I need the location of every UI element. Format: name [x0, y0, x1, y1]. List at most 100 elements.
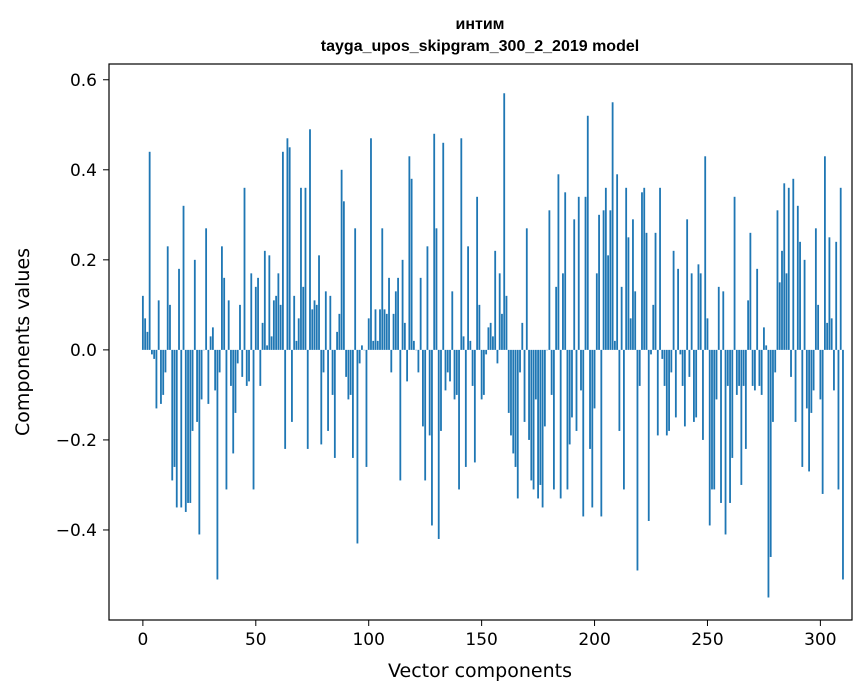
bar-247: [699, 273, 702, 350]
bar-54: [263, 250, 266, 350]
bar-310: [842, 349, 844, 580]
bar-257: [722, 291, 725, 350]
bar-119: [410, 178, 413, 350]
bar-176: [539, 349, 542, 485]
bar-151: [482, 349, 485, 395]
y-tick-label: −0.4: [56, 521, 97, 541]
bar-2: [146, 331, 149, 350]
bar-287: [790, 349, 792, 377]
bar-198: [589, 349, 591, 449]
bar-102: [372, 340, 375, 350]
bar-48: [250, 273, 253, 350]
bar-293: [803, 259, 806, 350]
bar-239: [681, 349, 684, 386]
bar-0: [141, 295, 144, 350]
bar-109: [388, 277, 390, 350]
bar-65: [288, 147, 291, 350]
bar-286: [787, 187, 790, 350]
bar-181: [550, 349, 553, 395]
bar-241: [686, 219, 689, 350]
bar-75: [311, 309, 314, 350]
bar-22: [191, 349, 194, 431]
bar-138: [453, 349, 456, 400]
bar-212: [620, 286, 623, 350]
bar-74: [309, 129, 311, 350]
bar-199: [591, 349, 594, 508]
bar-59: [275, 295, 278, 350]
bar-224: [647, 349, 650, 521]
y-axis-label: Components values: [12, 248, 34, 436]
bar-6: [155, 349, 158, 409]
bar-288: [792, 178, 795, 350]
bar-16: [178, 268, 180, 350]
bar-31: [211, 327, 214, 350]
bar-44: [241, 349, 244, 377]
bar-15: [175, 349, 178, 508]
bar-130: [435, 228, 438, 350]
bar-258: [724, 349, 727, 535]
bar-60: [277, 273, 280, 350]
bar-213: [623, 349, 625, 490]
bar-292: [801, 349, 804, 467]
y-tick-label: 0.2: [70, 251, 97, 271]
bar-23: [193, 259, 196, 350]
bar-110: [390, 349, 393, 373]
bar-12: [169, 304, 171, 350]
bar-136: [449, 349, 451, 382]
bar-157: [496, 349, 499, 364]
bar-series: [141, 93, 844, 598]
bar-125: [424, 349, 427, 481]
bar-190: [571, 349, 573, 418]
bar-216: [629, 318, 632, 350]
bar-204: [602, 210, 605, 350]
bar-107: [383, 309, 386, 350]
bar-127: [428, 349, 431, 436]
bar-5: [153, 349, 156, 359]
bar-115: [401, 259, 404, 350]
bar-118: [408, 156, 411, 350]
bar-108: [385, 313, 388, 350]
bar-28: [205, 228, 208, 350]
bar-272: [756, 268, 759, 350]
bar-123: [419, 277, 422, 350]
bar-51: [257, 277, 259, 350]
bar-57: [270, 336, 273, 350]
bar-20: [187, 349, 189, 503]
bar-219: [636, 349, 639, 571]
bar-40: [232, 349, 235, 454]
bar-217: [632, 219, 634, 350]
bar-208: [611, 102, 614, 350]
bar-93: [352, 349, 354, 458]
bar-268: [747, 300, 750, 350]
bar-95: [356, 349, 359, 544]
bar-80: [322, 349, 325, 373]
bar-261: [731, 349, 734, 458]
y-tick-label: 0.4: [70, 161, 97, 181]
bar-17: [180, 349, 183, 508]
bar-70: [300, 187, 302, 350]
bar-300: [819, 349, 822, 400]
bar-19: [184, 349, 187, 512]
bar-207: [609, 210, 612, 350]
bar-159: [501, 313, 503, 350]
bar-133: [442, 142, 445, 350]
bar-307: [835, 241, 838, 350]
bar-174: [534, 349, 537, 400]
bar-37: [225, 349, 228, 490]
bar-185: [559, 349, 562, 499]
bar-271: [753, 349, 756, 391]
bar-220: [638, 349, 641, 386]
bar-25: [198, 349, 201, 535]
bar-301: [821, 349, 824, 494]
bar-86: [336, 331, 338, 350]
bar-175: [537, 349, 539, 499]
bar-56: [268, 255, 271, 350]
bar-11: [166, 246, 169, 350]
bar-160: [503, 93, 506, 350]
bar-90: [345, 349, 348, 377]
bar-263: [735, 349, 738, 395]
bar-88: [340, 169, 343, 350]
bar-46: [245, 349, 248, 386]
bar-131: [437, 349, 440, 539]
bar-180: [548, 210, 551, 350]
